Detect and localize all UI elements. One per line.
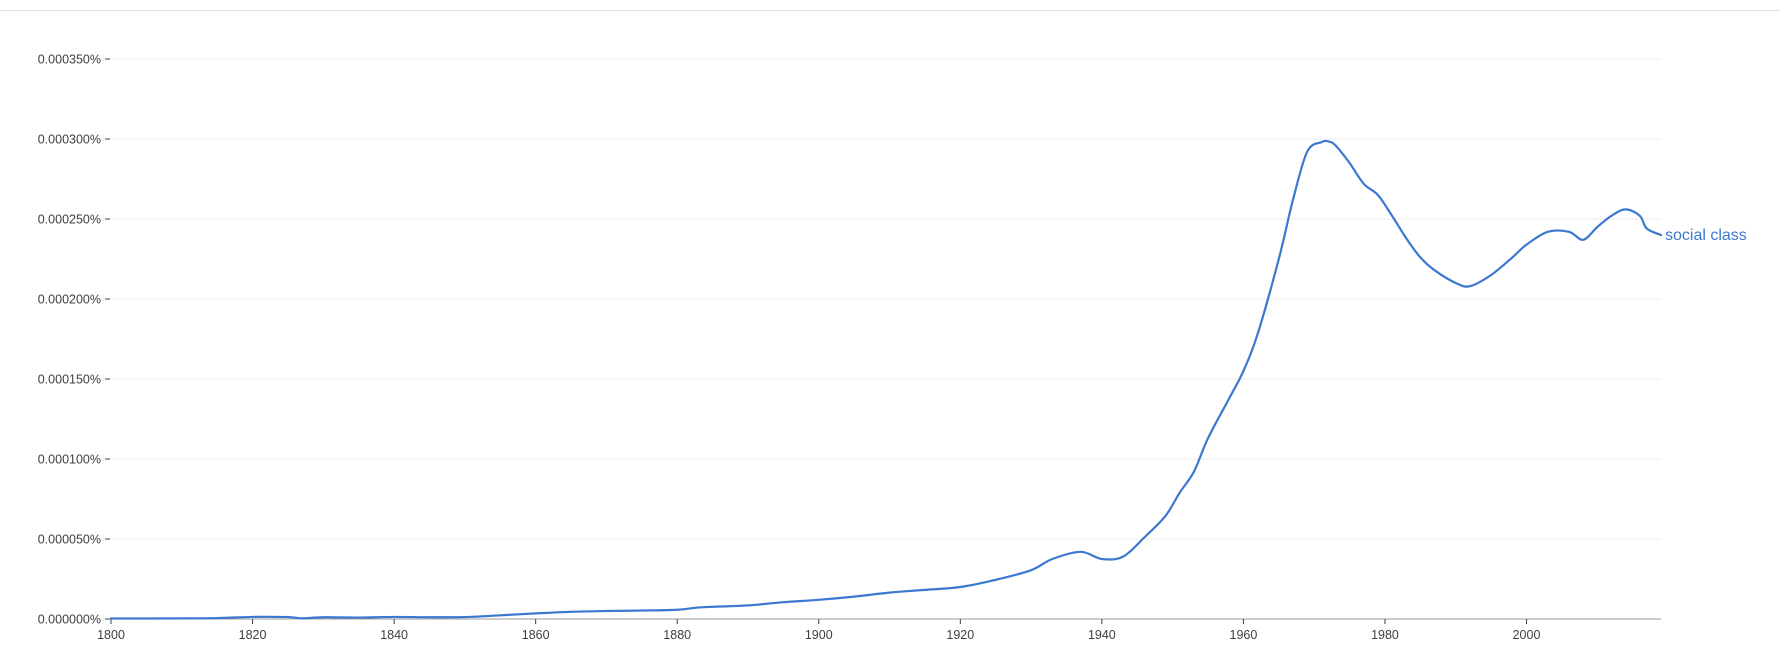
series-layer: social class: [109, 139, 1747, 620]
y-tick-label: 0.000300%: [38, 133, 101, 147]
x-tick-label: 1940: [1088, 628, 1116, 642]
top-divider: [0, 10, 1780, 11]
x-tick-label: 1820: [239, 628, 267, 642]
y-tick-label: 0.000250%: [38, 213, 101, 227]
x-tick-label: 1880: [663, 628, 691, 642]
x-tick-label: 2000: [1513, 628, 1541, 642]
series-line: [109, 139, 1663, 620]
x-tick-label: 1960: [1230, 628, 1258, 642]
x-tick-label: 1980: [1371, 628, 1399, 642]
x-tick-label: 1920: [946, 628, 974, 642]
x-tick-label: 1840: [380, 628, 408, 642]
y-tick-label: 0.000350%: [38, 53, 101, 67]
series-label: social class: [1665, 227, 1747, 244]
x-tick-label: 1900: [805, 628, 833, 642]
x-tick-label: 1800: [97, 628, 125, 642]
y-tick-label: 0.000100%: [38, 453, 101, 467]
y-tick-label: 0.000150%: [38, 373, 101, 387]
y-tick-label: 0.000050%: [38, 533, 101, 547]
x-tick-label: 1860: [522, 628, 550, 642]
y-tick-label: 0.000000%: [38, 613, 101, 627]
axes: 0.000000% 0.000050% 0.000100% 0.000150% 0.00…: [38, 53, 1661, 642]
gridlines: [111, 58, 1661, 540]
y-tick-label: 0.000200%: [38, 293, 101, 307]
